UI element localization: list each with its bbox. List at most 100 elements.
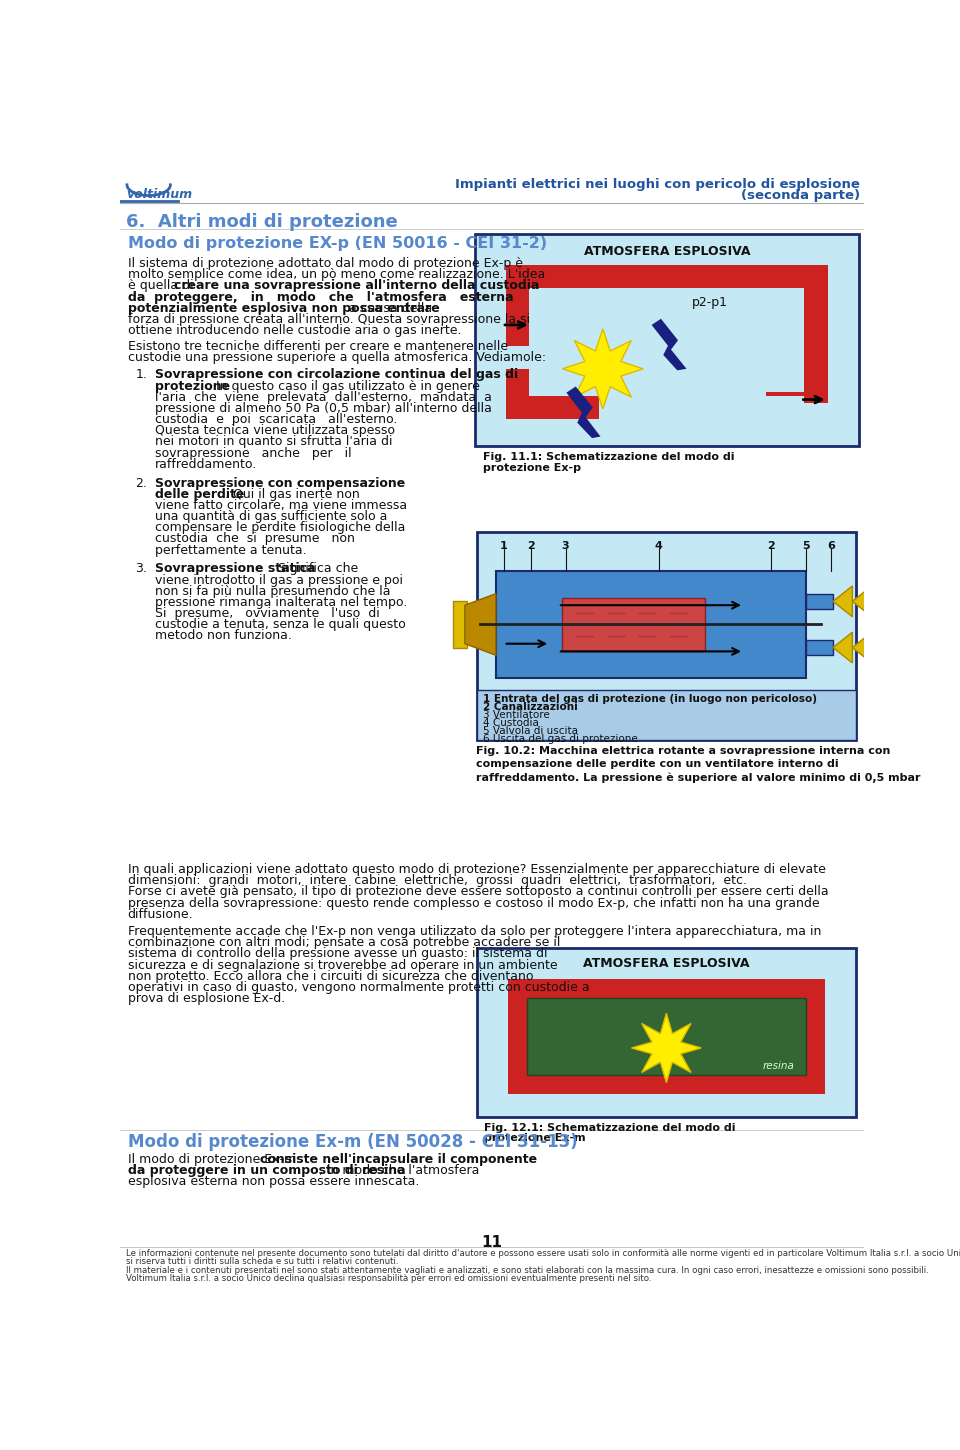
Bar (805, 639, 833, 655)
Text: raffreddamento.: raffreddamento. (155, 458, 257, 471)
Text: Sovrapressione con compensazione: Sovrapressione con compensazione (155, 477, 405, 490)
Bar (508, 1074, 826, 1095)
Bar (475, 233, 858, 445)
Text: 6 Uscita del gas di protezione: 6 Uscita del gas di protezione (483, 734, 637, 744)
Text: Modo di protezione EX-p (EN 50016 - CEI 31-2): Modo di protezione EX-p (EN 50016 - CEI … (128, 235, 547, 251)
Text: Sovrapressione statica: Sovrapressione statica (155, 563, 316, 576)
Text: creare una sovrapressione all'interno della custodia: creare una sovrapressione all'interno de… (175, 280, 540, 293)
Bar (805, 593, 833, 609)
Text: Esistono tre tecniche differenti per creare e mantenere nelle: Esistono tre tecniche differenti per cre… (128, 339, 508, 352)
Text: . In questo caso il gas utilizzato è in genere: . In questo caso il gas utilizzato è in … (208, 380, 480, 393)
Text: Si  presume,   ovviamente   l'uso  di: Si presume, ovviamente l'uso di (155, 608, 379, 621)
Polygon shape (652, 319, 686, 370)
Bar (476, 690, 856, 740)
Text: 2: 2 (527, 541, 535, 551)
Text: una quantità di gas sufficiente solo a: una quantità di gas sufficiente solo a (155, 510, 387, 523)
Polygon shape (833, 586, 852, 616)
Text: Impianti elettrici nei luoghi con pericolo di esplosione: Impianti elettrici nei luoghi con perico… (455, 178, 860, 191)
Bar (804, 265, 828, 403)
Text: Voltimum Italia s.r.l. a socio Unico declina qualsiasi responsabilità per errori: Voltimum Italia s.r.l. a socio Unico dec… (126, 1275, 652, 1283)
Text: metodo non funziona.: metodo non funziona. (155, 629, 292, 642)
Text: presenza della sovrapressione: questo rende complesso e costoso il modo Ex-p, ch: presenza della sovrapressione: questo re… (128, 896, 820, 909)
Text: non protetto. Ecco allora che i circuiti di sicurezza che diventano: non protetto. Ecco allora che i circuiti… (128, 970, 533, 983)
Text: l'aria  che  viene  prelevata  dall'esterno,  mandata  a: l'aria che viene prelevata dall'esterno,… (155, 390, 492, 403)
Bar (506, 331, 529, 345)
Text: 2: 2 (767, 541, 775, 551)
Bar (506, 396, 599, 419)
Text: resina: resina (763, 1061, 795, 1072)
Text: 3 Ventilatore: 3 Ventilatore (483, 710, 549, 719)
Bar (508, 979, 527, 1095)
Text: molto semplice come idea, un pò meno come realizzazione. L'idea: molto semplice come idea, un pò meno com… (128, 268, 545, 281)
Text: ATMOSFERA ESPLOSIVA: ATMOSFERA ESPLOSIVA (584, 245, 750, 258)
Text: forza di pressione creata all'interno. Questa sovrapressione la si: forza di pressione creata all'interno. Q… (128, 313, 530, 326)
Text: Questa tecnica viene utilizzata spesso: Questa tecnica viene utilizzata spesso (155, 425, 395, 438)
Text: è quella di: è quella di (128, 280, 198, 293)
Bar (476, 948, 856, 1118)
Text: sicurezza e di segnalazione si troverebbe ad operare in un ambiente: sicurezza e di segnalazione si troverebb… (128, 958, 558, 972)
Text: perfettamente a tenuta.: perfettamente a tenuta. (155, 544, 306, 557)
Text: sistema di controllo della pressione avesse un guasto: il sistema di: sistema di controllo della pressione ave… (128, 947, 547, 960)
Text: custodia  che  si  presume   non: custodia che si presume non (155, 532, 355, 545)
Text: custodia  e  poi  scaricata   all'esterno.: custodia e poi scaricata all'esterno. (155, 413, 397, 426)
Text: 2 Canalizzazioni: 2 Canalizzazioni (483, 702, 578, 712)
Text: voltimum: voltimum (126, 188, 192, 202)
Text: 3: 3 (562, 541, 569, 551)
Text: custodie una pressione superiore a quella atmosferica. Vediamole:: custodie una pressione superiore a quell… (128, 351, 546, 364)
Text: potenzialmente esplosiva non possa entrare: potenzialmente esplosiva non possa entra… (128, 302, 440, 315)
Bar (562, 597, 706, 651)
Text: 6: 6 (828, 541, 835, 551)
Bar (496, 570, 805, 679)
Polygon shape (566, 387, 601, 438)
Text: . Qui il gas inerte non: . Qui il gas inerte non (226, 487, 360, 500)
Text: protezione Ex-m: protezione Ex-m (484, 1134, 586, 1144)
Text: dimensioni:  grandi  motori,  intere  cabine  elettriche,  grossi  quadri  elett: dimensioni: grandi motori, intere cabine… (128, 874, 747, 887)
Polygon shape (852, 632, 872, 663)
Text: , in modo che l'atmosfera: , in modo che l'atmosfera (319, 1164, 480, 1177)
Bar (529, 289, 804, 392)
Bar (506, 265, 828, 289)
Text: 3.: 3. (135, 563, 148, 576)
Text: esplosiva esterna non possa essere innescata.: esplosiva esterna non possa essere innes… (128, 1174, 420, 1188)
Text: ottiene introducendo nelle custodie aria o gas inerte.: ottiene introducendo nelle custodie aria… (128, 325, 461, 338)
Text: Modo di protezione Ex-m (EN 50028 - CEI 31-13): Modo di protezione Ex-m (EN 50028 - CEI … (128, 1132, 578, 1151)
Text: In quali applicazioni viene adottato questo modo di protezione? Essenzialmente p: In quali applicazioni viene adottato que… (128, 863, 826, 876)
Text: 1 Entrata del gas di protezione (in luogo non pericoloso): 1 Entrata del gas di protezione (in luog… (483, 693, 817, 703)
Text: consiste nell'incapsulare il componente: consiste nell'incapsulare il componente (259, 1153, 537, 1166)
Bar (765, 373, 828, 396)
Polygon shape (632, 1014, 701, 1083)
Text: Frequentemente accade che l'Ex-p non venga utilizzato da solo per proteggere l'i: Frequentemente accade che l'Ex-p non ven… (128, 925, 821, 938)
Text: Fig. 12.1: Schematizzazione del modo di: Fig. 12.1: Schematizzazione del modo di (484, 1124, 735, 1134)
Bar (453, 602, 468, 648)
Bar (476, 532, 856, 740)
Text: . Significa che: . Significa che (271, 563, 359, 576)
Bar (506, 368, 529, 419)
Text: custodie a tenuta, senza le quali questo: custodie a tenuta, senza le quali questo (155, 618, 406, 631)
Text: viene fatto circolare, ma viene immessa: viene fatto circolare, ma viene immessa (155, 499, 407, 512)
Text: Fig. 10.2: Macchina elettrica rotante a sovrapressione interna con
compensazione: Fig. 10.2: Macchina elettrica rotante a … (476, 747, 921, 783)
Text: nei motori in quanto si sfrutta l'aria di: nei motori in quanto si sfrutta l'aria d… (155, 435, 393, 448)
Text: 4: 4 (655, 541, 662, 551)
Text: pressione rimanga inalterata nel tempo.: pressione rimanga inalterata nel tempo. (155, 596, 407, 609)
Bar (506, 265, 529, 331)
Text: 2.: 2. (135, 477, 148, 490)
Polygon shape (852, 586, 872, 616)
Text: viene introdotto il gas a pressione e poi: viene introdotto il gas a pressione e po… (155, 574, 403, 587)
Bar (805, 979, 826, 1095)
Text: 5: 5 (802, 541, 809, 551)
Text: Sovrapressione con circolazione continua del gas di: Sovrapressione con circolazione continua… (155, 368, 518, 381)
Text: da proteggere in un composto di resina: da proteggere in un composto di resina (128, 1164, 405, 1177)
Text: sovrapressione   anche   per   il: sovrapressione anche per il (155, 447, 351, 460)
Polygon shape (833, 632, 852, 663)
Polygon shape (465, 593, 496, 655)
Text: Forse ci avete già pensato, il tipo di protezione deve essere sottoposto a conti: Forse ci avete già pensato, il tipo di p… (128, 886, 828, 899)
Text: compensare le perdite fisiologiche della: compensare le perdite fisiologiche della (155, 521, 405, 534)
Text: non si fa più nulla presumendo che la: non si fa più nulla presumendo che la (155, 584, 391, 597)
Bar (508, 979, 826, 998)
Text: p2-p1: p2-p1 (692, 296, 728, 309)
Text: da  proteggere,   in   modo   che   l'atmosfera   esterna: da proteggere, in modo che l'atmosfera e… (128, 290, 514, 303)
Text: a causa della: a causa della (345, 302, 432, 315)
Text: Le informazioni contenute nel presente documento sono tutelati dal diritto d'aut: Le informazioni contenute nel presente d… (126, 1248, 960, 1259)
Text: diffusione.: diffusione. (128, 908, 193, 921)
Text: 5 Valvola di uscita: 5 Valvola di uscita (483, 726, 578, 737)
